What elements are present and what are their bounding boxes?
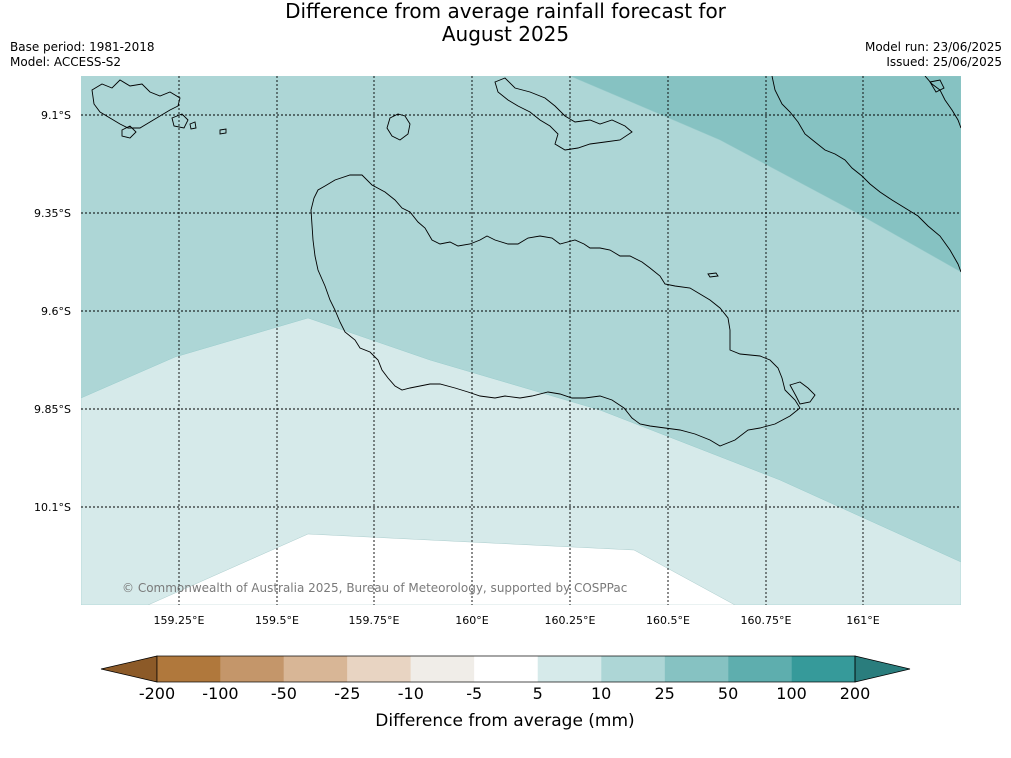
lon-label: 159.75°E [349,614,400,627]
issued-date: Issued: 25/06/2025 [886,55,1002,69]
malaita-coast [771,76,961,273]
colorbar-tick-label: -25 [334,684,360,703]
title-line-1: Difference from average rainfall forecas… [285,0,726,23]
lat-label: 9.85°S [34,403,71,416]
colorbar-tick-label: 100 [776,684,807,703]
model-name: Model: ACCESS-S2 [10,55,122,69]
nw-island-2 [121,125,137,139]
colorbar-bin [220,656,284,682]
colorbar-bin [347,656,411,682]
colorbar-bin [537,656,602,682]
nw-islands [91,79,181,129]
lon-label: 159.5°E [255,614,299,627]
malaita-islet [929,79,945,93]
colorbar-arrow-min [100,655,158,683]
title-line-2: August 2025 [441,22,570,46]
islet-1 [707,272,719,278]
east-islets [789,381,816,405]
colorbar-outline [156,655,856,683]
colorbar-tick-label: -10 [398,684,424,703]
band-5-10 [81,317,961,605]
meta-right: Model run: 23/06/2025 Issued: 25/06/2025 [865,40,1002,70]
colorbar-bin [157,656,221,682]
base-period: Base period: 1981-2018 [10,40,155,54]
islet-2 [219,128,227,135]
lon-label: 160.25°E [545,614,596,627]
colorbar-tick-label: -100 [202,684,238,703]
colorbar-bin [664,656,729,682]
small-island-1 [386,113,411,141]
lon-label: 160.5°E [646,614,690,627]
colorbar-bin [601,656,665,682]
colorbar-tick-label: 25 [654,684,674,703]
lat-labels: 9.1°S 9.35°S 9.6°S 9.85°S 10.1°S [34,109,71,514]
coastlines [91,76,961,447]
lat-label: 9.6°S [41,305,71,318]
colorbar-arrow-max [854,655,911,683]
lon-label: 160°E [455,614,488,627]
gridlines [81,76,961,605]
map-title: Difference from average rainfall forecas… [0,0,1011,46]
model-run: Model run: 23/06/2025 [864,40,1002,54]
lat-label: 9.35°S [34,207,71,220]
lon-label: 161°E [846,614,879,627]
nw-island-3 [171,113,189,129]
copyright-text: © Commonwealth of Australia 2025, Bureau… [122,581,627,595]
colorbar-bin [474,656,538,682]
lon-label: 160.75°E [741,614,792,627]
colorbar-bin [283,656,348,682]
lon-label: 159.25°E [154,614,205,627]
lat-label: 9.1°S [41,109,71,122]
main-island-coast [310,174,801,447]
malaita-north [924,76,961,129]
band-minus5-5 [147,533,736,605]
colorbar-bin [728,656,792,682]
colorbar-tick-label: 10 [591,684,611,703]
lat-label: 10.1°S [34,501,71,514]
colorbar-bin [410,656,475,682]
colorbar: -200 -100 -50 -25 -10 -5 5 10 25 50 100 200 [100,655,911,703]
lon-labels: 159.25°E 159.5°E 159.75°E 160°E 160.25°E… [154,614,880,627]
colorbar-bin [791,656,855,682]
colorbar-tick-label: 50 [718,684,738,703]
colorbar-tick-label: 200 [840,684,871,703]
islet-3 [189,121,197,130]
map-area: © Commonwealth of Australia 2025, Bureau… [81,76,961,605]
colorbar-title: Difference from average (mm) [375,711,634,731]
meta-left: Base period: 1981-2018 Model: ACCESS-S2 [10,40,155,70]
colorbar-tick-label: 5 [533,684,543,703]
colorbar-tick-label: -50 [271,684,297,703]
colorbar-tick-label: -200 [139,684,175,703]
colorbar-tick-label: -5 [466,684,482,703]
